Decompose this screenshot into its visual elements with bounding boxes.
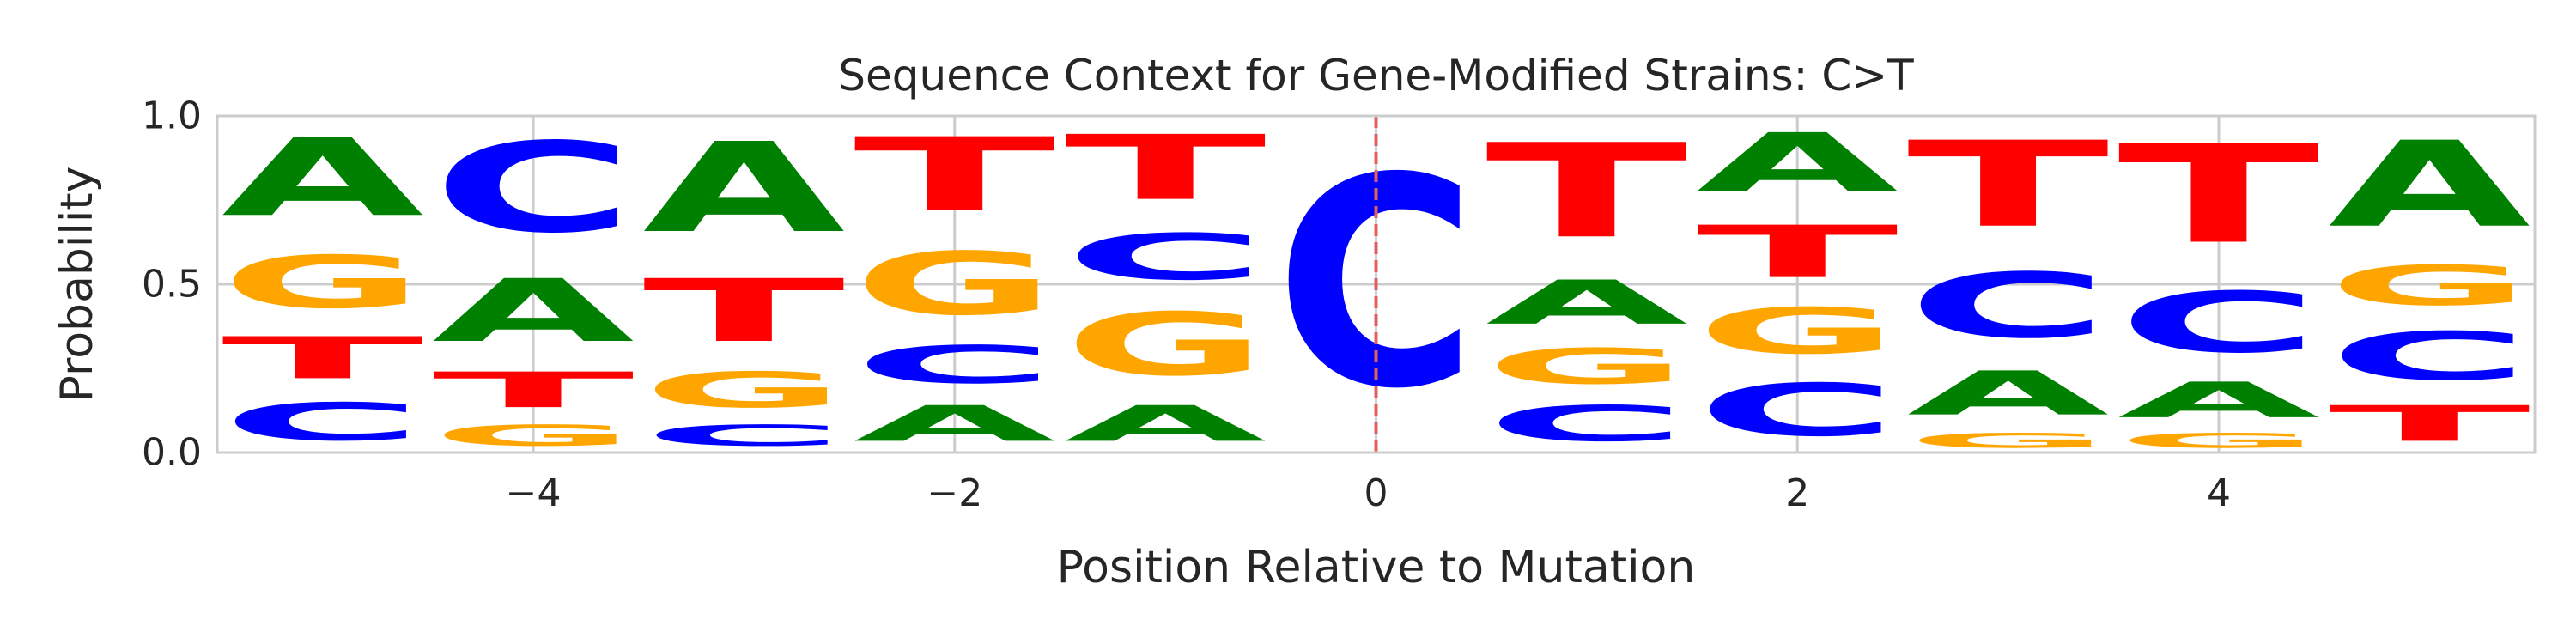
- logo-letter-c: C: [854, 335, 1056, 395]
- x-axis-label: Position Relative to Mutation: [1057, 542, 1696, 593]
- logo-letter-g: G: [643, 361, 845, 418]
- logo-letter-t: T: [1907, 116, 2111, 253]
- logo-letter-c: C: [2117, 274, 2320, 371]
- logo-letter-a: A: [1696, 117, 1899, 210]
- logo-letter-c: C: [432, 116, 635, 260]
- logo-letter-a: A: [1485, 268, 1688, 338]
- y-axis-label: Probability: [52, 167, 103, 403]
- logo-letter-c: C: [1064, 221, 1267, 295]
- logo-letter-a: A: [432, 261, 635, 361]
- y-tick-label: 0.5: [142, 263, 202, 307]
- logo-letter-c: C: [222, 392, 424, 453]
- logo-letter-a: A: [1064, 396, 1267, 453]
- logo-letter-c: C: [2329, 319, 2531, 396]
- x-tick-label: 4: [2207, 471, 2231, 515]
- logo-letter-c: C: [1485, 396, 1688, 453]
- logo-letter-g: G: [432, 419, 635, 453]
- logo-letter-a: A: [222, 116, 424, 240]
- logo-letter-t: T: [2329, 396, 2531, 453]
- logo-letter-g: G: [1064, 295, 1267, 395]
- logo-letter-a: A: [2117, 372, 2320, 428]
- logo-letter-t: T: [1696, 210, 1899, 294]
- logo-letter-t: T: [643, 261, 846, 361]
- y-axis-ticks: 0.0 0.5 1.0: [142, 94, 202, 475]
- logo-letter-a: A: [1907, 359, 2110, 429]
- logo-letter-t: T: [222, 325, 424, 392]
- plot-frame: [216, 114, 2537, 454]
- logo-letter-c: C: [1907, 255, 2110, 359]
- x-tick-label: 0: [1364, 471, 1388, 515]
- x-tick-label: −4: [506, 471, 562, 515]
- y-tick-label: 0.0: [142, 431, 202, 475]
- logo-letter-t: T: [1064, 116, 1267, 220]
- logo-letter-t: T: [1485, 116, 1689, 266]
- logo-letter-g: G: [854, 234, 1056, 334]
- x-axis-ticks: −4 −2 0 2 4: [506, 471, 2231, 515]
- logo-letter-g: G: [2329, 254, 2531, 318]
- chart-title: Sequence Context for Gene-Modified Strai…: [838, 51, 1914, 100]
- logo-letter-t: T: [854, 116, 1057, 233]
- logo-letter-c: C: [643, 419, 846, 453]
- y-tick-label: 1.0: [142, 94, 202, 138]
- logo-letter-a: A: [854, 396, 1056, 453]
- x-tick-label: 2: [1785, 471, 1809, 515]
- logo-letter-g: G: [2117, 429, 2319, 453]
- logo-letter-g: G: [222, 240, 424, 324]
- logo-letter-t: T: [432, 361, 635, 418]
- logo-letter-c: C: [1696, 368, 1899, 452]
- x-tick-label: −2: [927, 471, 982, 515]
- logo-letter-a: A: [643, 117, 846, 261]
- logo-letter-a: A: [2329, 116, 2531, 253]
- logo-letter-g: G: [1696, 295, 1899, 368]
- logo-letter-g: G: [1907, 429, 2109, 453]
- logo-letter-g: G: [1485, 338, 1687, 395]
- logo-letter-t: T: [2117, 117, 2321, 274]
